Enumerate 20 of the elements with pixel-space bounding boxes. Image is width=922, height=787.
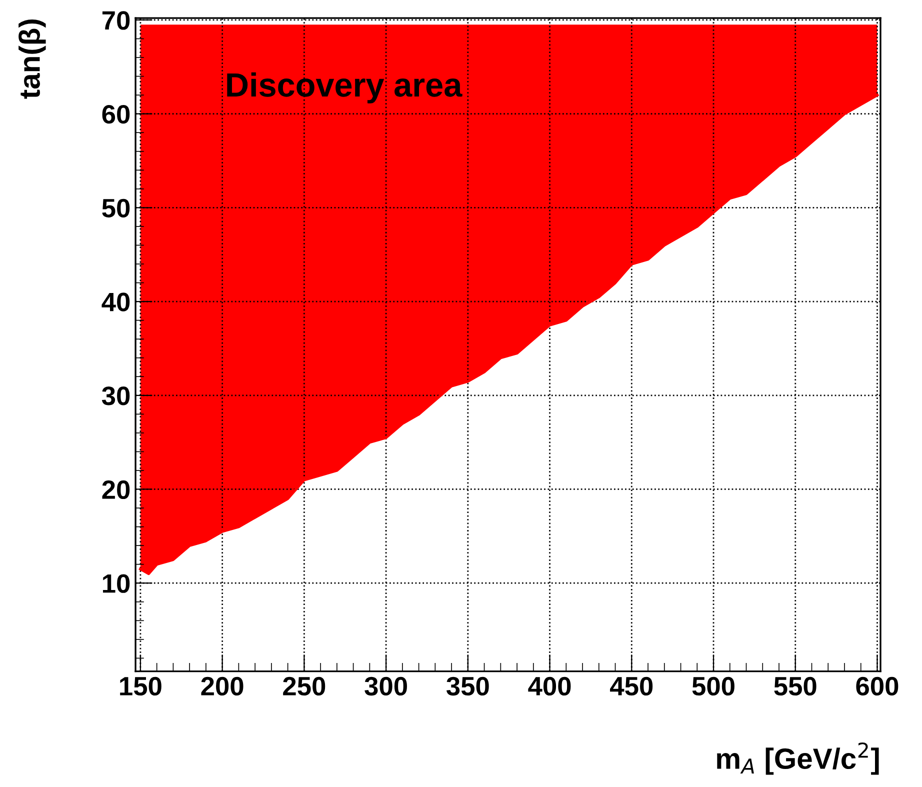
y-tick-label: 30 [102, 386, 130, 406]
y-tick-label: 60 [102, 104, 130, 124]
x-tick-label: 300 [364, 676, 407, 696]
x-axis-title: m$_{A}$ [GeV/c$^{2}$] [717, 742, 879, 775]
y-tick-label: 70 [102, 11, 130, 30]
x-tick-label: 250 [283, 676, 326, 696]
y-tick-label: 50 [102, 198, 130, 218]
y-axis-title: tan(β) [18, 20, 46, 99]
x-tick-label: 200 [201, 676, 244, 696]
x-tick-label: 350 [446, 676, 489, 696]
x-tick-label: 500 [692, 676, 734, 696]
x-tick-label: 400 [528, 676, 571, 696]
y-tick-label: 40 [102, 292, 130, 312]
y-tick-label: 10 [102, 574, 130, 593]
x-tick-label: 450 [610, 676, 653, 696]
x-tick-label: 600 [856, 676, 898, 696]
x-tick-label: 550 [774, 676, 816, 696]
annotation: Discovery area [227, 72, 462, 104]
y-tick-label: 20 [102, 480, 130, 500]
x-tick-label: 150 [120, 676, 162, 696]
